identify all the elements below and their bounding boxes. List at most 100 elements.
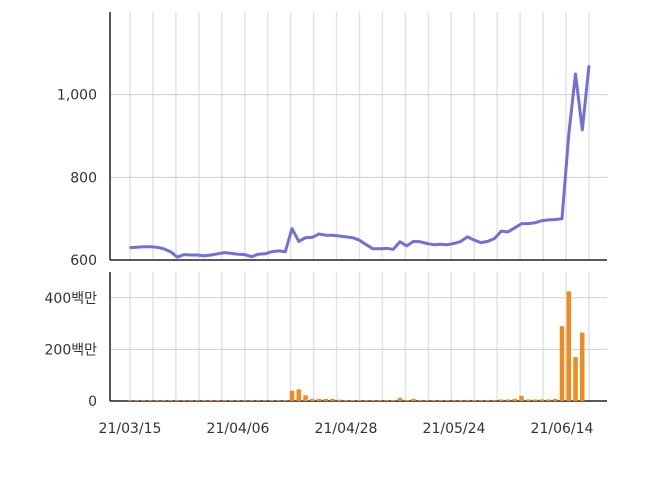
price-point	[284, 250, 287, 253]
volume-bar	[148, 400, 153, 401]
price-point	[169, 250, 172, 253]
volume-bar	[357, 399, 362, 401]
price-point	[439, 243, 442, 246]
volume-bar	[465, 399, 470, 401]
volume-bar	[316, 398, 322, 401]
price-point	[405, 245, 408, 247]
volume-bar	[364, 399, 369, 401]
price-point	[277, 250, 280, 252]
volume-bar	[377, 399, 382, 401]
price-point	[243, 253, 246, 256]
volume-bar	[188, 400, 193, 401]
price-point	[345, 236, 347, 238]
volume-y-tick-label: 200백만	[45, 342, 98, 358]
price-point	[291, 227, 293, 230]
price-point	[142, 245, 145, 248]
price-point	[135, 246, 138, 248]
price-point	[392, 248, 395, 251]
price-point	[574, 73, 577, 75]
price-point	[453, 242, 455, 245]
volume-bar	[242, 400, 247, 401]
price-point	[412, 240, 415, 243]
price-point	[149, 245, 152, 248]
volume-bar	[492, 399, 497, 401]
price-point	[426, 242, 428, 245]
price-point	[547, 219, 550, 221]
volume-bar	[202, 400, 207, 401]
price-point	[338, 235, 341, 237]
volume-bar	[397, 397, 403, 401]
volume-bar	[472, 399, 477, 401]
price-point	[534, 222, 536, 224]
volume-bar	[127, 400, 133, 401]
price-point	[129, 246, 131, 249]
volume-bar	[559, 326, 565, 401]
volume-bar	[249, 400, 254, 401]
volume-bar	[215, 399, 220, 401]
volume-bar	[431, 399, 436, 401]
price-point	[419, 241, 422, 243]
volume-bar	[330, 398, 335, 401]
volume-bar	[283, 400, 288, 401]
volume-bar	[451, 399, 457, 401]
price-point	[385, 247, 388, 250]
volume-bar	[478, 399, 484, 401]
volume-bar	[310, 398, 315, 401]
volume-bar	[141, 400, 146, 401]
price-point	[311, 236, 314, 239]
volume-bar	[262, 400, 268, 401]
volume-bar	[391, 399, 396, 401]
price-point	[378, 248, 381, 250]
price-point	[554, 218, 557, 221]
x-tick-label: 21/05/24	[423, 421, 486, 437]
price-point	[588, 64, 590, 67]
price-point	[196, 254, 199, 256]
price-point	[561, 217, 563, 220]
price-point	[351, 236, 354, 239]
volume-bar	[526, 399, 531, 401]
price-point	[486, 240, 489, 243]
volume-bar	[154, 400, 160, 401]
volume-bar	[445, 399, 450, 401]
price-point	[358, 239, 361, 241]
volume-bar	[337, 399, 342, 401]
volume-bar	[384, 399, 389, 401]
price-point	[183, 253, 185, 256]
price-point	[189, 254, 192, 256]
volume-bar	[208, 400, 214, 401]
price-point	[324, 234, 327, 236]
price-point	[203, 255, 206, 257]
price-point	[365, 243, 368, 246]
price-point	[446, 243, 449, 246]
price-point	[513, 226, 516, 229]
price-point	[480, 241, 482, 244]
volume-bar	[256, 400, 261, 401]
price-point	[264, 253, 266, 255]
price-point	[223, 251, 226, 254]
price-point	[156, 246, 158, 248]
volume-bar	[553, 398, 558, 401]
price-point	[372, 248, 374, 250]
volume-bar	[161, 400, 166, 401]
price-point	[210, 254, 212, 256]
volume-bar	[438, 399, 443, 401]
volume-bar	[418, 399, 423, 401]
x-tick-label: 21/04/28	[315, 421, 378, 437]
price-y-tick-label: 600	[70, 253, 97, 269]
price-point	[581, 129, 584, 131]
volume-bar	[539, 399, 544, 401]
volume-bar	[222, 400, 227, 401]
volume-y-tick-label: 0	[88, 394, 97, 410]
x-tick-label: 21/06/14	[531, 421, 594, 437]
volume-bar	[370, 399, 376, 401]
price-point	[507, 231, 509, 233]
volume-bar	[303, 395, 308, 401]
price-point	[304, 236, 307, 239]
price-point	[331, 234, 334, 236]
volume-bar	[566, 291, 571, 401]
price-point	[162, 248, 165, 250]
volume-y-tick-label: 400백만	[45, 291, 98, 307]
price-point	[527, 222, 530, 225]
volume-bar	[229, 400, 234, 401]
